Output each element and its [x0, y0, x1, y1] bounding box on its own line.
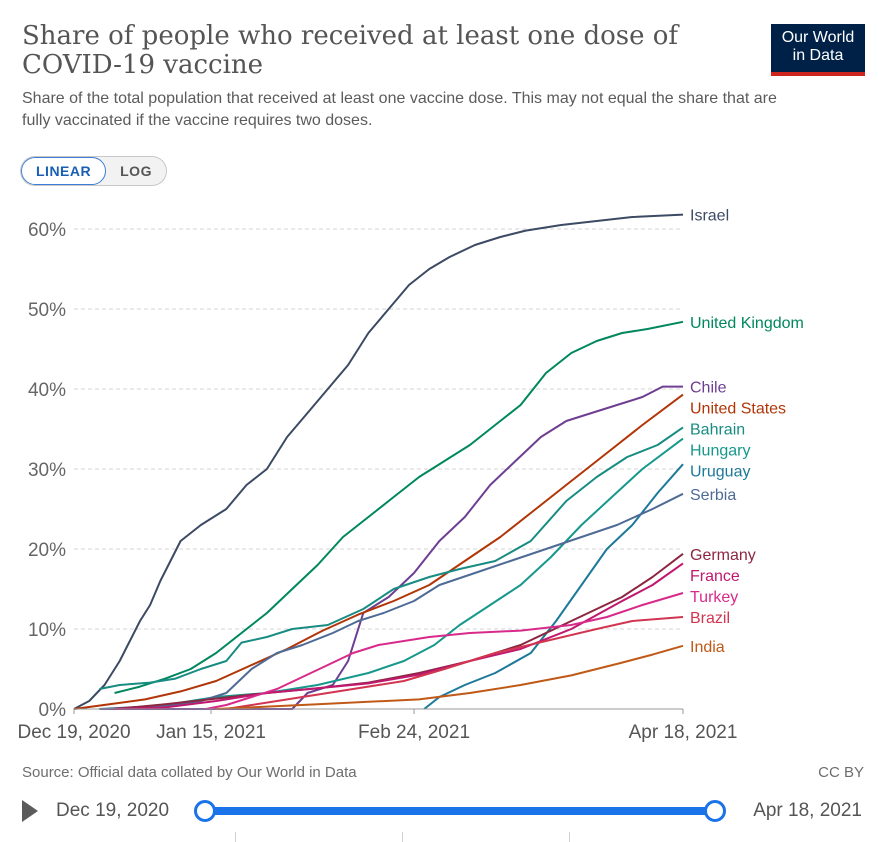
series-line-brazil [226, 616, 684, 710]
x-tick-label: Dec 19, 2020 [17, 722, 130, 743]
timeline-ticks [0, 824, 878, 842]
owid-logo[interactable]: Our World in Data [771, 24, 865, 76]
series-line-germany [114, 553, 684, 710]
series-line-united-kingdom [114, 320, 684, 694]
play-icon[interactable] [22, 800, 38, 822]
timeline-track[interactable] [204, 807, 715, 815]
timeline-tick [569, 832, 570, 842]
series-line-serbia [99, 492, 684, 710]
series-label-chile: Chile [690, 380, 727, 397]
y-tick-label: 50% [28, 300, 66, 321]
y-tick-label: 60% [28, 220, 66, 241]
license-link[interactable]: CC BY [818, 764, 864, 781]
series-line-turkey [205, 592, 684, 710]
series-line-france [114, 562, 684, 710]
scale-toggle: LINEAR LOG [20, 156, 167, 186]
series-label-germany: Germany [690, 547, 756, 564]
axis-layer: 0% 10% 20% 30% 40% 50% 60% Dec 19, 2020 Jan 15, … [17, 220, 737, 743]
series-label-israel: Israel [690, 208, 729, 225]
series-line-united-states [73, 393, 684, 710]
log-scale-button[interactable]: LOG [106, 157, 166, 185]
series-label-turkey: Turkey [690, 589, 738, 606]
series-label-uruguay: Uruguay [690, 464, 750, 481]
timeline-start-date: Dec 19, 2020 [56, 800, 170, 821]
series-label-hungary: Hungary [690, 443, 750, 460]
series-line-uruguay [423, 463, 684, 710]
y-tick-label: 0% [39, 700, 67, 721]
timeline-end-handle[interactable] [704, 800, 726, 822]
series-label-layer: Israel United Kingdom Chile United States Ba… [690, 208, 804, 656]
timeline-end-date: Apr 18, 2021 [753, 800, 862, 821]
series-layer [73, 213, 684, 710]
x-tick-label: Apr 18, 2021 [629, 722, 738, 743]
series-line-israel [73, 213, 684, 710]
chart-subtitle: Share of the total population that recei… [22, 90, 777, 129]
y-tick-label: 10% [28, 620, 66, 641]
series-label-united-kingdom: United Kingdom [690, 315, 804, 332]
chart-title: Share of people who received at least on… [22, 21, 679, 80]
series-label-bahrain: Bahrain [690, 422, 745, 439]
series-label-brazil: Brazil [690, 610, 730, 627]
series-label-united-states: United States [690, 401, 786, 418]
linear-scale-button[interactable]: LINEAR [21, 157, 107, 185]
timeline-start-handle[interactable] [194, 800, 216, 822]
series-line-bahrain [99, 426, 684, 690]
series-label-france: France [690, 568, 740, 585]
series-line-chile [99, 385, 683, 710]
series-label-serbia: Serbia [690, 487, 736, 504]
y-tick-label: 20% [28, 540, 66, 561]
x-tick-label: Jan 15, 2021 [156, 722, 266, 743]
logo-line-2: in Data [792, 47, 844, 64]
timeline-tick [402, 832, 403, 842]
y-tick-label: 30% [28, 460, 66, 481]
y-tick-label: 40% [28, 380, 66, 401]
series-line-india [216, 644, 684, 710]
timeline-slider: Dec 19, 2020 Apr 18, 2021 [0, 790, 878, 842]
timeline-tick [235, 832, 236, 842]
source-note: Source: Official data collated by Our Wo… [22, 764, 357, 781]
x-tick-label: Feb 24, 2021 [358, 722, 470, 743]
logo-line-1: Our World [781, 29, 855, 46]
series-label-india: India [690, 639, 725, 656]
line-chart: Israel United Kingdom Chile United States Ba… [17, 208, 804, 743]
